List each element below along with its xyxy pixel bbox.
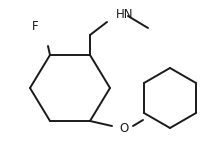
Text: HN: HN — [116, 7, 133, 21]
Text: O: O — [119, 121, 129, 135]
Text: F: F — [32, 21, 38, 33]
